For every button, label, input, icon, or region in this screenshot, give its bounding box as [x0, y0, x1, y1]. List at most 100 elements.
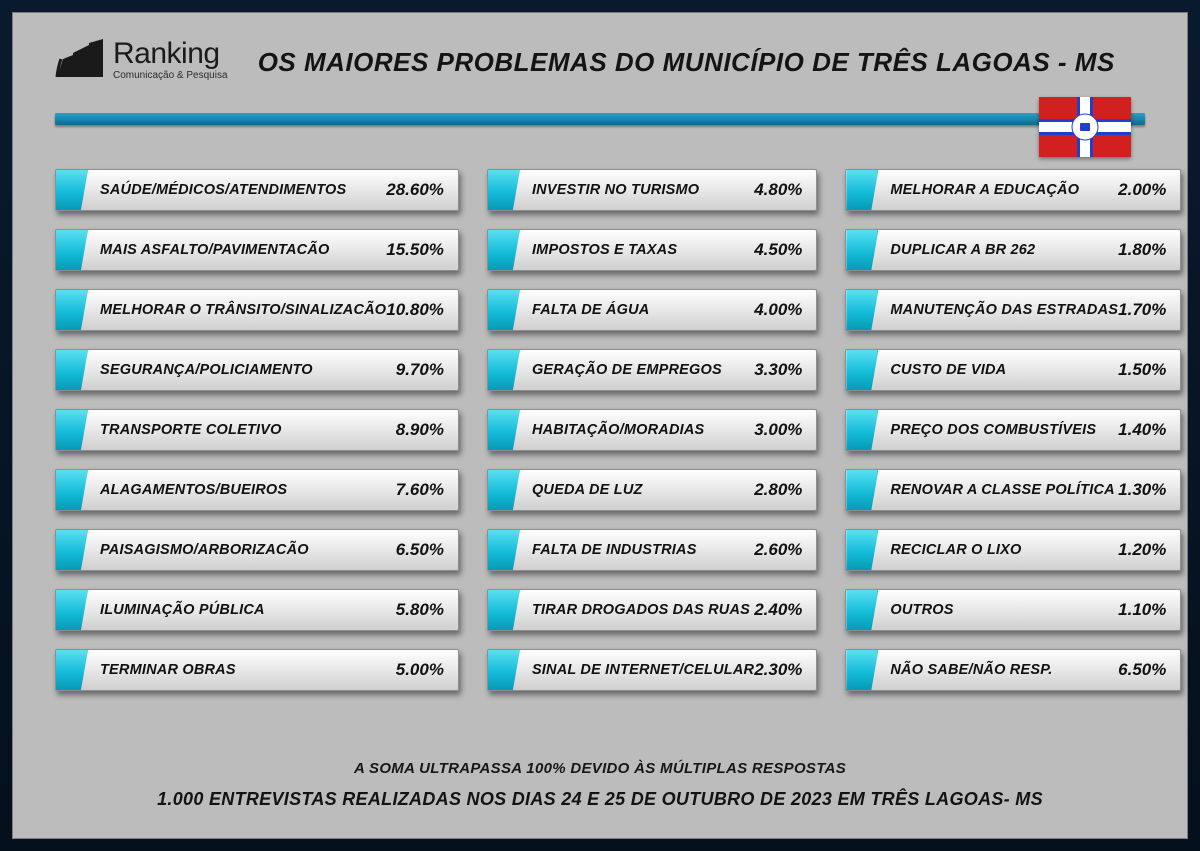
bar-item: RENOVAR A CLASSE POLÍTICA1.30% [845, 469, 1181, 511]
bar-value: 4.00% [754, 300, 816, 320]
bar-value: 5.80% [396, 600, 458, 620]
bar-item: OUTROS1.10% [845, 589, 1181, 631]
bar-item: SAÚDE/MÉDICOS/ATENDIMENTOS28.60% [55, 169, 459, 211]
column-3: MELHORAR A EDUCAÇÃO2.00% DUPLICAR A BR 26… [845, 169, 1181, 744]
bar-item: MANUTENÇÃO DAS ESTRADAS1.70% [845, 289, 1181, 331]
bar-value: 5.00% [396, 660, 458, 680]
bar-accent-tab [846, 350, 878, 390]
bar-value: 2.40% [754, 600, 816, 620]
bar-accent-tab [488, 590, 520, 630]
bar-item: MELHORAR O TRÂNSITO/SINALIZACÃO10.80% [55, 289, 459, 331]
bar-label: NÃO SABE/NÃO RESP. [890, 662, 1052, 678]
bar-value: 2.60% [754, 540, 816, 560]
bar-accent-tab [56, 230, 88, 270]
bar-value: 3.30% [754, 360, 816, 380]
bar-label: SEGURANÇA/POLICIAMENTO [100, 362, 313, 378]
bar-value: 1.20% [1118, 540, 1180, 560]
bar-item: TIRAR DROGADOS DAS RUAS2.40% [487, 589, 817, 631]
bar-accent-tab [488, 290, 520, 330]
column-2: INVESTIR NO TURISMO 4.80% IMPOSTOS E TAXAS… [487, 169, 817, 744]
bar-value: 6.50% [396, 540, 458, 560]
bar-label: IMPOSTOS E TAXAS [532, 242, 677, 258]
bar-value: 15.50% [386, 240, 458, 260]
divider-row [13, 111, 1187, 151]
bar-accent-tab [56, 470, 88, 510]
bar-accent-tab [846, 410, 878, 450]
bar-item: IMPOSTOS E TAXAS4.50% [487, 229, 817, 271]
bar-value: 4.80% [754, 180, 816, 200]
logo-text: Ranking Comunicação & Pesquisa [113, 39, 228, 81]
bar-accent-tab [488, 170, 520, 210]
bar-item: PREÇO DOS COMBUSTÍVEIS 1.40% [845, 409, 1181, 451]
bar-label: MANUTENÇÃO DAS ESTRADAS [890, 302, 1118, 318]
bar-item: ILUMINAÇÃO PÚBLICA5.80% [55, 589, 459, 631]
bar-accent-tab [56, 170, 88, 210]
bar-accent-tab [56, 290, 88, 330]
bar-value: 3.00% [754, 420, 816, 440]
bar-label: TERMINAR OBRAS [100, 662, 236, 678]
bar-value: 6.50% [1118, 660, 1180, 680]
bar-item: FALTA DE INDUSTRIAS 2.60% [487, 529, 817, 571]
bar-item: FALTA DE ÁGUA 4.00% [487, 289, 817, 331]
bar-item: SEGURANÇA/POLICIAMENTO 9.70% [55, 349, 459, 391]
bar-item: INVESTIR NO TURISMO 4.80% [487, 169, 817, 211]
bar-item: HABITAÇÃO/MORADIAS 3.00% [487, 409, 817, 451]
bar-label: FALTA DE INDUSTRIAS [532, 542, 697, 558]
bar-accent-tab [488, 530, 520, 570]
bar-accent-tab [56, 590, 88, 630]
bar-label: OUTROS [890, 602, 953, 618]
bar-label: QUEDA DE LUZ [532, 482, 643, 498]
ranking-logo-icon [55, 37, 105, 83]
bar-accent-tab [488, 650, 520, 690]
infographic-panel: Ranking Comunicação & Pesquisa OS MAIORE… [12, 12, 1188, 839]
bar-item: MELHORAR A EDUCAÇÃO2.00% [845, 169, 1181, 211]
footer: A SOMA ULTRAPASSA 100% DEVIDO ÀS MÚLTIPL… [13, 744, 1187, 838]
column-1: SAÚDE/MÉDICOS/ATENDIMENTOS28.60% MAIS ASF… [55, 169, 459, 744]
bar-label: RECICLAR O LIXO [890, 542, 1021, 558]
bar-item: TRANSPORTE COLETIVO 8.90% [55, 409, 459, 451]
bar-accent-tab [846, 290, 878, 330]
bar-accent-tab [846, 170, 878, 210]
bar-label: GERAÇÃO DE EMPREGOS [532, 362, 722, 378]
tres-lagoas-flag-icon [1039, 97, 1131, 157]
bar-item: GERAÇÃO DE EMPREGOS 3.30% [487, 349, 817, 391]
bar-value: 8.90% [396, 420, 458, 440]
bar-label: MAIS ASFALTO/PAVIMENTACÃO [100, 242, 329, 258]
bar-label: INVESTIR NO TURISMO [532, 182, 699, 198]
bar-accent-tab [488, 410, 520, 450]
bar-label: MELHORAR O TRÂNSITO/SINALIZACÃO [100, 302, 386, 318]
bar-item: RECICLAR O LIXO 1.20% [845, 529, 1181, 571]
bar-item: ALAGAMENTOS/BUEIROS7.60% [55, 469, 459, 511]
bar-label: ALAGAMENTOS/BUEIROS [100, 482, 287, 498]
bar-accent-tab [488, 230, 520, 270]
bar-value: 10.80% [386, 300, 458, 320]
bar-accent-tab [846, 230, 878, 270]
header: Ranking Comunicação & Pesquisa OS MAIORE… [13, 13, 1187, 111]
bar-accent-tab [846, 650, 878, 690]
bar-value: 1.80% [1118, 240, 1180, 260]
bar-item: SINAL DE INTERNET/CELULAR2.30% [487, 649, 817, 691]
footer-note: A SOMA ULTRAPASSA 100% DEVIDO ÀS MÚLTIPL… [33, 760, 1167, 777]
bar-value: 2.80% [754, 480, 816, 500]
bar-item: QUEDA DE LUZ 2.80% [487, 469, 817, 511]
bar-value: 9.70% [396, 360, 458, 380]
bar-item: MAIS ASFALTO/PAVIMENTACÃO 15.50% [55, 229, 459, 271]
bar-item: PAISAGISMO/ARBORIZACÃO6.50% [55, 529, 459, 571]
bar-label: TRANSPORTE COLETIVO [100, 422, 282, 438]
logo-name: Ranking [113, 39, 228, 69]
bar-item: NÃO SABE/NÃO RESP. 6.50% [845, 649, 1181, 691]
bar-label: SINAL DE INTERNET/CELULAR [532, 662, 754, 678]
bar-accent-tab [488, 470, 520, 510]
bar-value: 1.30% [1118, 480, 1180, 500]
logo: Ranking Comunicação & Pesquisa [55, 37, 228, 83]
bar-value: 1.40% [1118, 420, 1180, 440]
bar-label: PREÇO DOS COMBUSTÍVEIS [890, 422, 1096, 438]
bar-label: CUSTO DE VIDA [890, 362, 1006, 378]
bar-label: HABITAÇÃO/MORADIAS [532, 422, 705, 438]
bar-value: 1.50% [1118, 360, 1180, 380]
bar-label: DUPLICAR A BR 262 [890, 242, 1035, 258]
bar-accent-tab [846, 530, 878, 570]
bar-value: 1.70% [1118, 300, 1180, 320]
bar-label: FALTA DE ÁGUA [532, 302, 650, 318]
bar-accent-tab [56, 410, 88, 450]
